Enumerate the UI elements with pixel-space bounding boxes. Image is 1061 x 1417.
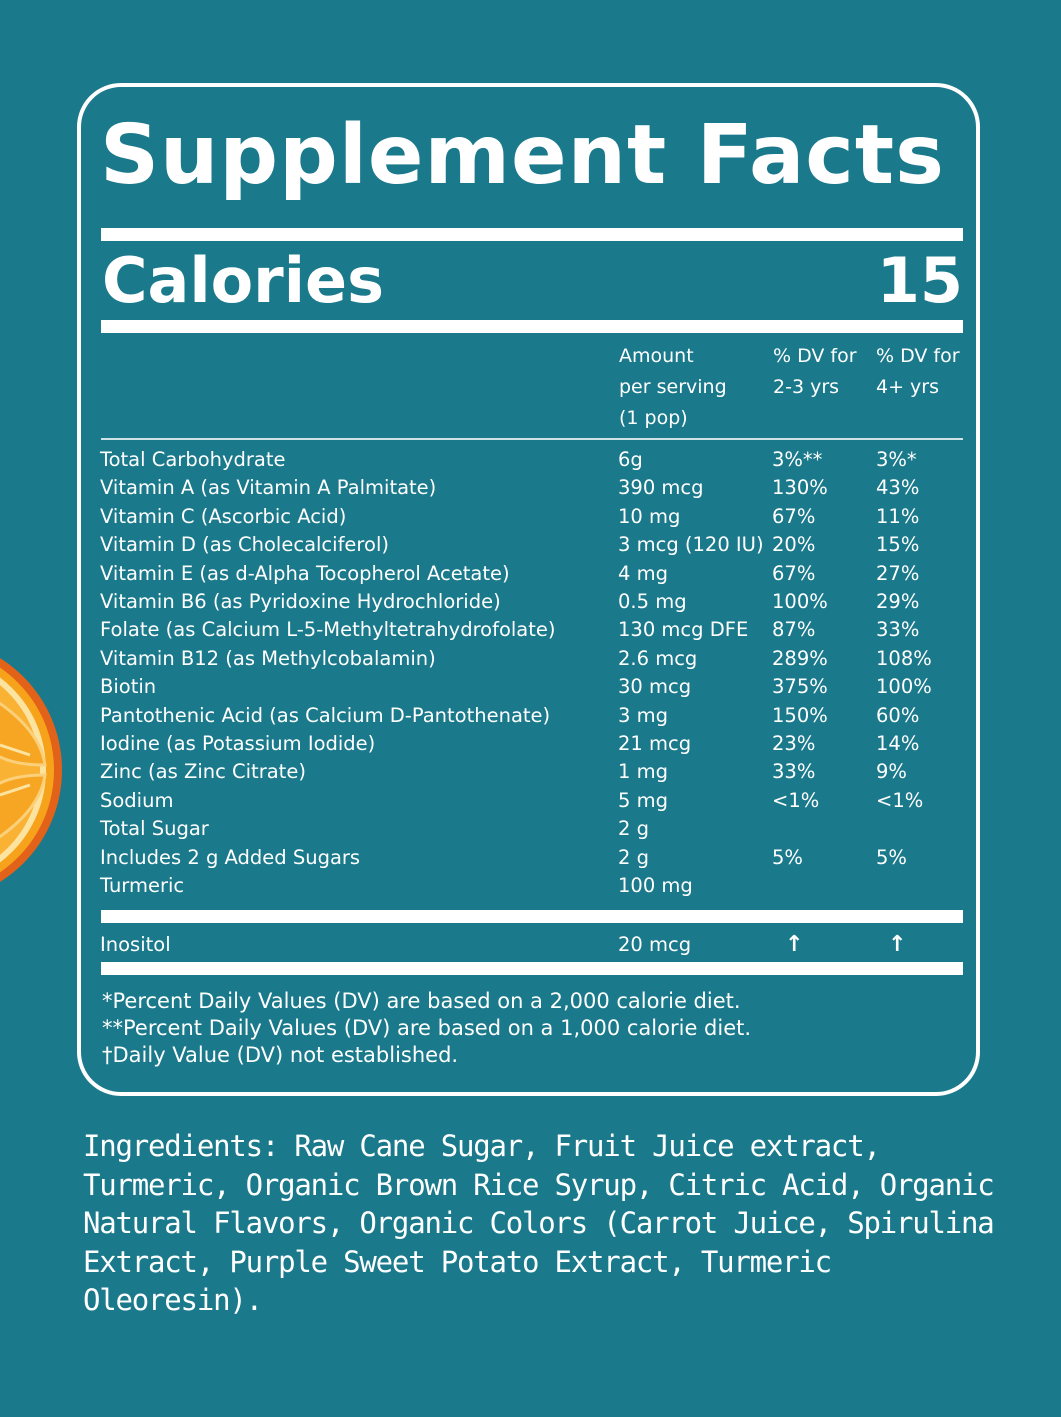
- supplement-facts-panel: [77, 83, 980, 1096]
- nutrient-amount: 2 g: [618, 845, 649, 869]
- header-line: % DV for: [876, 345, 960, 367]
- calories-value: 15: [876, 244, 963, 317]
- nutrient-amount: 2 g: [618, 817, 649, 841]
- dv-4-plus-yrs: 5%: [876, 845, 907, 869]
- dv-4-plus-yrs: 60%: [876, 703, 920, 727]
- nutrient-name: Vitamin A (as Vitamin A Palmitate): [100, 476, 437, 500]
- divider-thick: [101, 228, 963, 241]
- nutrient-amount: 100 mg: [618, 874, 693, 897]
- dv-2-3-yrs: 87%: [772, 618, 816, 642]
- dv-2-3-yrs: <1%: [772, 788, 820, 812]
- dagger-arrow-icon: ↑: [888, 932, 907, 957]
- dv-2-3-yrs: 150%: [772, 703, 828, 727]
- header-dv-2-3: % DV for 2-3 yrs: [773, 341, 857, 403]
- dv-2-3-yrs: 130%: [772, 476, 828, 500]
- dv-4-plus-yrs: 100%: [876, 675, 932, 699]
- nutrient-amount: 3 mcg (120 IU): [618, 533, 764, 557]
- nutrient-amount: 2.6 mcg: [618, 646, 698, 670]
- nutrient-amount: 390 mcg: [618, 476, 704, 500]
- dv-2-3-yrs: 100%: [772, 590, 828, 613]
- nutrient-amount: 20 mcg: [618, 933, 692, 956]
- nutrient-name: Inositol: [100, 933, 171, 956]
- nutrient-name: Vitamin D (as Cholecalciferol): [100, 533, 389, 557]
- nutrient-name: Total Sugar: [100, 817, 209, 841]
- dv-4-plus-yrs: 33%: [876, 618, 920, 642]
- divider-thick: [101, 910, 963, 923]
- calories-label: Calories: [102, 244, 384, 317]
- dv-2-3-yrs: 33%: [772, 760, 816, 784]
- divider-thick: [101, 962, 963, 975]
- nutrient-amount: 1 mg: [618, 760, 668, 784]
- nutrient-name: Zinc (as Zinc Citrate): [100, 760, 306, 784]
- header-line: (1 pop): [619, 407, 688, 429]
- page-title: Supplement Facts: [100, 108, 945, 203]
- dv-4-plus-yrs: <1%: [876, 788, 924, 812]
- nutrient-amount: 5 mg: [618, 788, 668, 812]
- nutrient-name: Iodine (as Potassium Iodide): [100, 732, 376, 755]
- footnote: **Percent Daily Values (DV) are based on…: [102, 1016, 752, 1040]
- nutrient-amount: 10 mg: [618, 504, 681, 528]
- dv-4-plus-yrs: 14%: [876, 732, 920, 755]
- dv-2-3-yrs: 5%: [772, 845, 803, 869]
- dv-2-3-yrs: 67%: [772, 561, 816, 585]
- dv-4-plus-yrs: 43%: [876, 476, 920, 500]
- dv-4-plus-yrs: 9%: [876, 760, 907, 784]
- nutrient-amount: 130 mcg DFE: [618, 618, 749, 642]
- dv-4-plus-yrs: 3%*: [876, 448, 917, 471]
- footnote: *Percent Daily Values (DV) are based on …: [102, 989, 741, 1013]
- ingredients-text: Ingredients: Raw Cane Sugar, Fruit Juice…: [83, 1129, 995, 1317]
- header-line: 4+ yrs: [876, 376, 940, 398]
- header-line: per serving: [619, 376, 727, 398]
- nutrient-name: Sodium: [100, 788, 174, 812]
- nutrient-name: Vitamin C (Ascorbic Acid): [100, 504, 347, 528]
- dagger-arrow-icon: ↑: [785, 932, 804, 957]
- nutrient-name: Vitamin B12 (as Methylcobalamin): [100, 646, 436, 670]
- header-line: % DV for: [773, 345, 857, 367]
- dv-2-3-yrs: 3%**: [772, 448, 823, 471]
- nutrient-name: Total Carbohydrate: [100, 448, 286, 471]
- header-dv-4: % DV for 4+ yrs: [876, 341, 960, 403]
- divider-thick: [101, 320, 963, 333]
- nutrient-name: Biotin: [100, 675, 157, 699]
- nutrient-name: Folate (as Calcium L-5-Methyltetrahydrof…: [100, 618, 556, 642]
- dv-2-3-yrs: 289%: [772, 646, 828, 670]
- orange-slice-image: [0, 658, 62, 882]
- dv-2-3-yrs: 20%: [772, 533, 816, 557]
- nutrient-name: Pantothenic Acid (as Calcium D-Pantothen…: [100, 703, 551, 727]
- header-amount: Amount per serving (1 pop): [619, 341, 727, 434]
- nutrient-amount: 30 mcg: [618, 675, 692, 699]
- nutrient-amount: 21 mcg: [618, 732, 692, 755]
- dv-4-plus-yrs: 15%: [876, 533, 920, 557]
- header-line: 2-3 yrs: [773, 376, 840, 398]
- nutrient-name: Includes 2 g Added Sugars: [100, 845, 361, 869]
- nutrient-name: Vitamin E (as d-Alpha Tocopherol Acetate…: [100, 561, 510, 585]
- dv-4-plus-yrs: 11%: [876, 504, 920, 528]
- divider-thin: [101, 438, 963, 440]
- dv-2-3-yrs: 67%: [772, 504, 816, 528]
- header-line: Amount: [619, 345, 694, 367]
- nutrient-amount: 6g: [618, 448, 643, 471]
- nutrient-amount: 0.5 mg: [618, 590, 687, 613]
- nutrient-amount: 3 mg: [618, 703, 668, 727]
- footnote: †Daily Value (DV) not established.: [102, 1043, 459, 1067]
- dv-4-plus-yrs: 108%: [876, 646, 932, 670]
- nutrient-amount: 4 mg: [618, 561, 668, 585]
- dv-4-plus-yrs: 29%: [876, 590, 920, 613]
- nutrient-name: Vitamin B6 (as Pyridoxine Hydrochloride): [100, 590, 501, 613]
- dv-4-plus-yrs: 27%: [876, 561, 920, 585]
- dv-2-3-yrs: 23%: [772, 732, 816, 755]
- nutrient-name: Turmeric: [100, 874, 185, 897]
- dv-2-3-yrs: 375%: [772, 675, 828, 699]
